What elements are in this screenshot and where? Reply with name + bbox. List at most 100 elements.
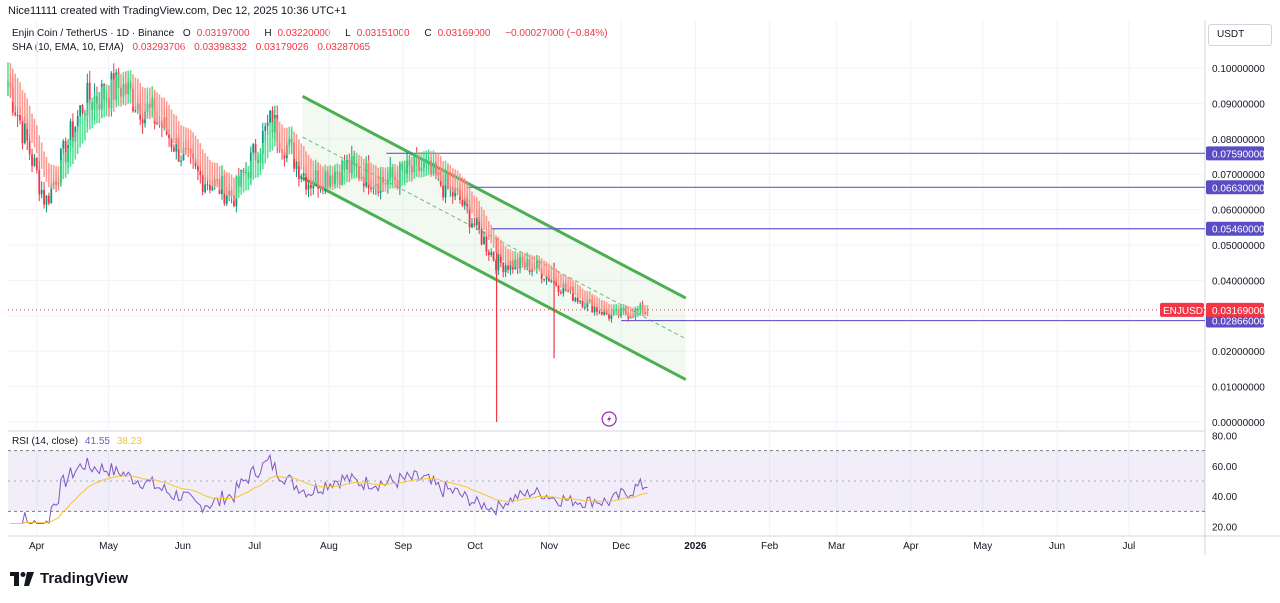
candle-body	[86, 82, 89, 116]
symbol-title[interactable]: Enjin Coin / TetherUS · 1D · Binance	[12, 28, 175, 39]
candle-body	[550, 280, 553, 282]
candle-body	[14, 112, 17, 115]
candle-body	[64, 140, 67, 163]
candle-body	[497, 254, 500, 271]
attribution-text: Nice11111 created with TradingView.com, …	[8, 5, 347, 17]
candle-body	[28, 140, 31, 155]
time-axis-label: Nov	[540, 541, 558, 552]
channel-upper-line	[301, 94, 687, 300]
candle-body	[444, 173, 447, 198]
candle-body	[490, 252, 493, 256]
time-axis-label: Sep	[394, 541, 412, 552]
time-axis-label: Jun	[175, 541, 191, 552]
time-axis-label: Apr	[29, 541, 45, 552]
indicator-value-3: 0.03179026	[255, 42, 309, 53]
price-axis-label: 0.06000000	[1212, 206, 1265, 217]
candle-body	[26, 123, 29, 141]
candle-body	[485, 236, 488, 252]
symbol-tag-label: ENJUSDT	[1163, 306, 1209, 317]
candle-body	[600, 311, 603, 315]
candle-body	[266, 122, 269, 127]
indicator-title[interactable]: SHA (10, EMA, 10, EMA)	[12, 42, 124, 53]
candle-body	[269, 110, 271, 123]
candle-body	[177, 138, 180, 162]
candle-body	[461, 199, 464, 206]
candle-body	[572, 287, 574, 301]
candle-body	[170, 138, 173, 148]
symbol-tag	[1160, 302, 1204, 317]
candle-body	[478, 217, 481, 229]
candle-body	[180, 160, 182, 162]
tradingview-brand: TradingView	[40, 570, 129, 587]
candle-body	[610, 313, 613, 319]
time-axis-label: Feb	[761, 541, 779, 552]
candle-body	[31, 154, 33, 166]
indicator-value-2: 0.03398332	[194, 42, 247, 53]
candle-body	[473, 223, 476, 226]
rsi-ma-line	[10, 475, 648, 524]
candle-body	[23, 123, 26, 144]
candle-body	[261, 130, 264, 155]
currency-button[interactable]: USDT	[1208, 24, 1272, 46]
candle-body	[295, 161, 298, 169]
candle-body	[201, 174, 204, 192]
rsi-ma-value: 38.23	[116, 436, 142, 447]
indicator-value-4: 0.03287065	[317, 42, 371, 53]
tradingview-logo-icon	[10, 571, 34, 586]
rsi-axis-label: 80.00	[1212, 432, 1237, 443]
candle-body	[271, 110, 274, 133]
candle-body	[141, 119, 144, 124]
candle-body	[480, 228, 483, 245]
price-axis-label: 0.10000000	[1212, 64, 1265, 75]
candle-body	[79, 105, 82, 117]
candle-body	[502, 262, 505, 273]
time-axis-label: May	[99, 541, 118, 552]
candle-body	[562, 283, 565, 294]
candle-body	[555, 280, 558, 286]
candle-body	[305, 173, 307, 190]
level-price-tag	[1206, 180, 1264, 195]
candle-body	[16, 114, 19, 116]
candle-body	[33, 158, 36, 166]
low-value: 0.03151000	[356, 28, 410, 39]
candle-body	[69, 121, 72, 146]
candle-body	[38, 169, 41, 195]
candle-body	[19, 115, 21, 121]
close-value: 0.03169000	[437, 28, 491, 39]
time-axis-label: Apr	[903, 541, 919, 552]
candle-body	[507, 265, 509, 270]
rsi-legend: RSI (14, close) 41.55 38.23	[12, 436, 142, 447]
time-axis-label: Jul	[248, 541, 261, 552]
candle-body	[475, 217, 478, 226]
candle-body	[591, 299, 594, 313]
level-price-label: 0.06630000	[1212, 183, 1265, 194]
candle-body	[206, 184, 209, 186]
rsi-axis-label: 60.00	[1212, 462, 1237, 473]
candle-body	[88, 82, 91, 103]
time-axis-label: Jul	[1122, 541, 1135, 552]
candle-body	[543, 279, 545, 281]
candle-body	[499, 254, 502, 263]
candle-body	[603, 309, 606, 315]
open-value: 0.03197000	[196, 28, 250, 39]
rsi-value: 41.55	[84, 436, 110, 447]
time-axis-label: Aug	[320, 541, 338, 552]
candle-body	[43, 189, 45, 205]
time-axis-label: Oct	[467, 541, 483, 552]
candle-body	[252, 144, 255, 153]
rsi-title[interactable]: RSI (14, close)	[12, 436, 79, 447]
candle-body	[225, 195, 228, 204]
candle-body	[204, 184, 207, 192]
price-axis-label: 0.01000000	[1212, 383, 1265, 394]
level-price-tag	[1206, 146, 1264, 161]
price-axis-label: 0.05000000	[1212, 241, 1265, 252]
candle-body	[47, 195, 50, 204]
candle-body	[199, 171, 202, 175]
price-axis-label: 0.09000000	[1212, 99, 1265, 110]
candle-body	[471, 223, 473, 228]
candle-body	[545, 275, 548, 280]
time-axis-label: May	[973, 541, 992, 552]
symbol-legend: Enjin Coin / TetherUS · 1D · Binance O 0.…	[12, 28, 608, 39]
indicator-value-1: 0.03293706	[132, 42, 186, 53]
